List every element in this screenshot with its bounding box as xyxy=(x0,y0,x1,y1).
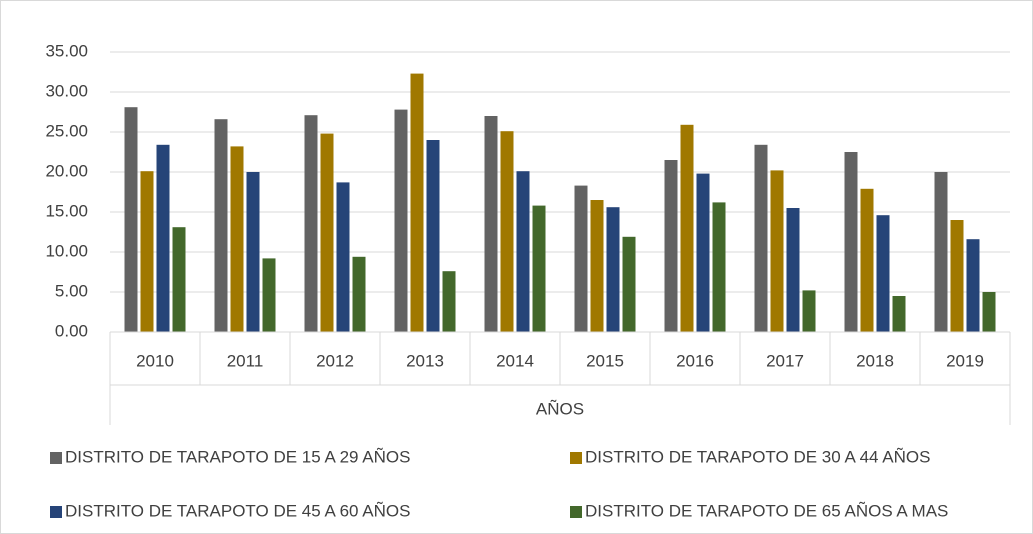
bar xyxy=(394,109,408,332)
bar xyxy=(860,188,874,332)
bar xyxy=(606,207,620,332)
bar xyxy=(484,116,498,332)
bar xyxy=(622,236,636,332)
legend-swatch xyxy=(570,452,582,464)
x-tick-label: 2011 xyxy=(227,351,264,370)
bar xyxy=(426,140,440,332)
x-tick-label: 2014 xyxy=(496,351,534,370)
y-tick-label: 5.00 xyxy=(55,281,88,300)
bar xyxy=(802,290,816,332)
y-tick-label: 15.00 xyxy=(45,201,88,220)
legend-swatch xyxy=(50,506,62,518)
bar xyxy=(442,271,456,332)
y-tick-label: 20.00 xyxy=(45,161,88,180)
x-axis-title: AÑOS xyxy=(536,399,584,418)
y-tick-label: 25.00 xyxy=(45,121,88,140)
bar xyxy=(966,239,980,332)
bar xyxy=(590,200,604,332)
bar xyxy=(680,124,694,332)
bar xyxy=(156,144,170,332)
y-tick-label: 30.00 xyxy=(45,81,88,100)
x-tick-label: 2019 xyxy=(946,351,984,370)
bar xyxy=(320,133,334,332)
bar xyxy=(410,73,424,332)
x-tick-label: 2010 xyxy=(136,351,174,370)
bar xyxy=(352,256,366,332)
bar xyxy=(950,220,964,332)
legend-label: DISTRITO DE TARAPOTO DE 65 AÑOS A MAS xyxy=(585,501,948,520)
legend-label: DISTRITO DE TARAPOTO DE 15 A 29 AÑOS xyxy=(65,447,410,466)
x-tick-label: 2013 xyxy=(406,351,444,370)
legend-swatch xyxy=(50,452,62,464)
bar xyxy=(172,227,186,332)
x-tick-label: 2016 xyxy=(676,351,714,370)
bar xyxy=(336,182,350,332)
x-tick-label: 2012 xyxy=(316,351,354,370)
bar xyxy=(532,205,546,332)
bar xyxy=(934,172,948,332)
bar xyxy=(844,152,858,332)
x-tick-label: 2015 xyxy=(586,351,624,370)
legend-label: DISTRITO DE TARAPOTO DE 45 A 60 AÑOS xyxy=(65,501,410,520)
bar xyxy=(696,173,710,332)
bar xyxy=(892,296,906,332)
y-tick-label: 35.00 xyxy=(45,41,88,60)
bar xyxy=(246,172,260,332)
bar xyxy=(574,185,588,332)
bar xyxy=(664,160,678,332)
bar xyxy=(124,107,138,332)
bar xyxy=(770,170,784,332)
bar xyxy=(876,215,890,332)
bar xyxy=(304,115,318,332)
x-tick-label: 2017 xyxy=(766,351,804,370)
bar xyxy=(214,119,228,332)
legend-swatch xyxy=(570,506,582,518)
y-tick-label: 10.00 xyxy=(45,241,88,260)
legend-label: DISTRITO DE TARAPOTO DE 30 A 44 AÑOS xyxy=(585,447,930,466)
bar xyxy=(262,258,276,332)
bar xyxy=(500,131,514,332)
bar xyxy=(982,292,996,332)
bar xyxy=(516,171,530,332)
bar xyxy=(786,208,800,332)
x-tick-label: 2018 xyxy=(856,351,894,370)
bar xyxy=(754,144,768,332)
bar xyxy=(140,171,154,332)
y-tick-label: 0.00 xyxy=(55,321,88,340)
bar xyxy=(712,202,726,332)
bar xyxy=(230,146,244,332)
